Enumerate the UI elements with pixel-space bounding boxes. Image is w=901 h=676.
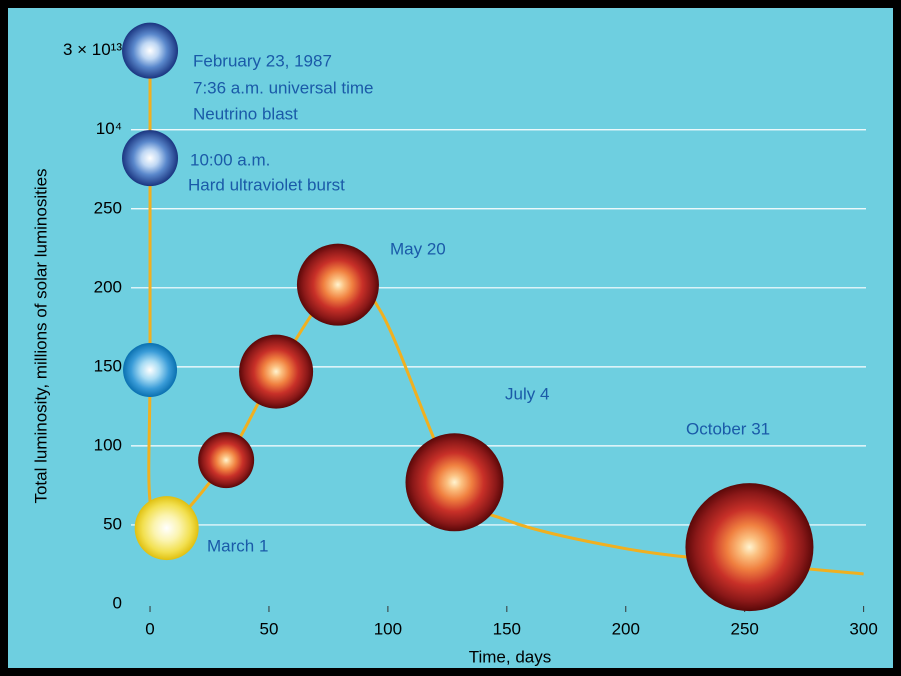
y-tick-label: 50 [103,514,122,533]
annotation: Hard ultraviolet burst [188,175,345,194]
x-tick-label: 250 [731,619,759,638]
annotation: February 23, 1987 [193,51,332,70]
annotation: Neutrino blast [193,104,298,123]
annotation: May 20 [390,239,446,258]
supernova-bubble [198,432,255,489]
x-tick-label: 150 [493,619,521,638]
supernova-bubble [239,334,314,409]
supernova-bubble [123,343,178,398]
x-axis-label: Time, days [469,647,552,666]
supernova-bubble [122,130,179,187]
x-tick-label: 200 [612,619,640,638]
annotation: October 31 [686,419,770,438]
annotation: 10:00 a.m. [190,150,270,169]
x-tick-label: 300 [849,619,877,638]
y-tick-label: 200 [94,277,122,296]
supernova-bubble [685,483,814,612]
y-tick-label: 3 × 10¹³ [63,40,122,59]
supernova-bubble [134,496,199,561]
y-tick-label: 0 [113,593,122,612]
y-tick-label: 250 [94,198,122,217]
y-tick-label: 100 [94,435,122,454]
annotation: 7:36 a.m. universal time [193,78,373,97]
y-tick-label: 150 [94,356,122,375]
annotation: July 4 [505,384,549,403]
supernova-bubble [296,243,379,326]
y-axis-label: Total luminosity, millions of solar lumi… [31,168,50,503]
x-tick-label: 50 [260,619,279,638]
x-tick-label: 0 [145,619,154,638]
supernova-bubble [122,22,179,79]
y-tick-label: 10⁴ [96,119,122,138]
annotation: March 1 [207,536,268,555]
x-tick-label: 100 [374,619,402,638]
supernova-bubble [405,433,504,532]
